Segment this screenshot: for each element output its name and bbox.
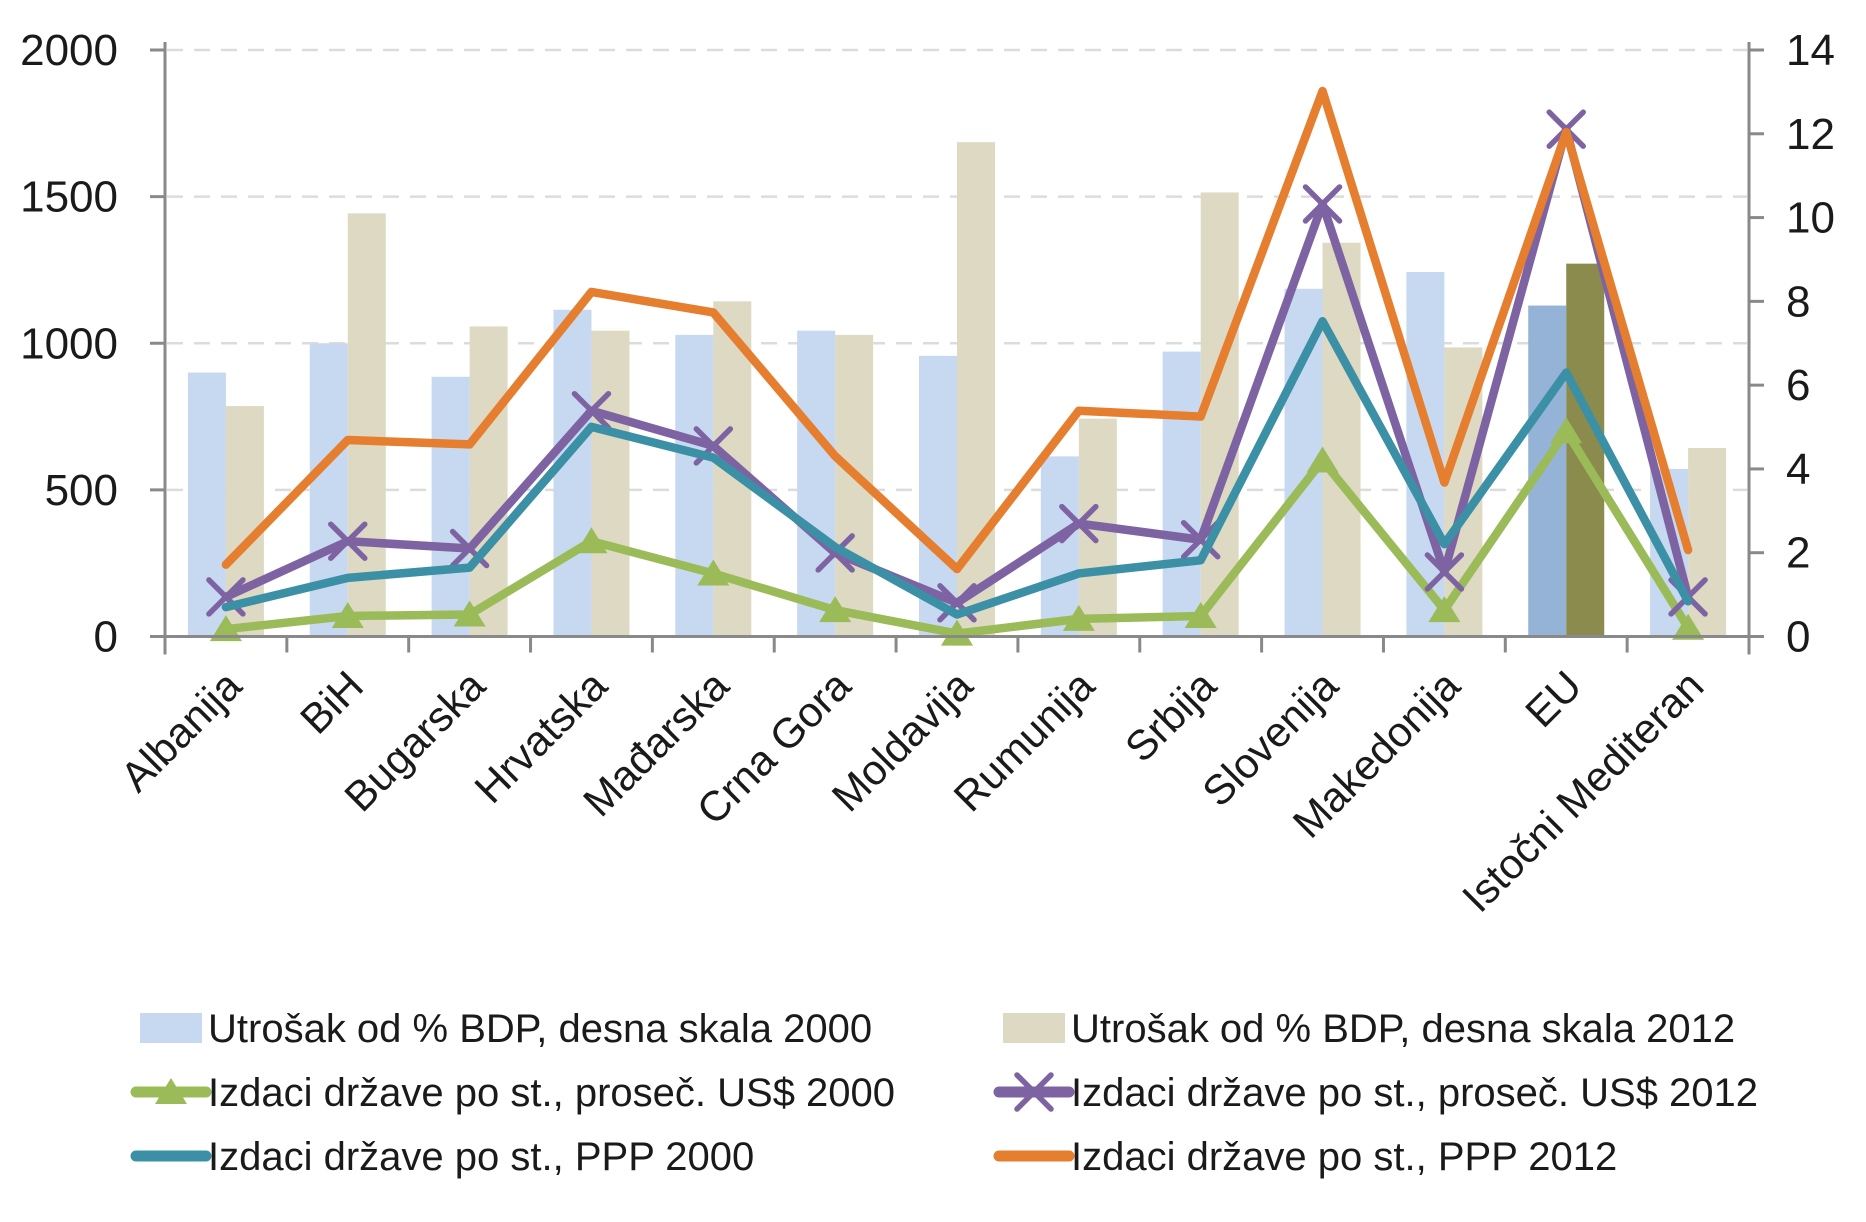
left-axis-tick-label: 1000 — [20, 319, 118, 368]
line-series — [221, 317, 1693, 619]
triangle-marker — [1550, 417, 1583, 444]
bar-2012 — [1200, 192, 1239, 637]
bar-2012 — [347, 213, 386, 637]
category-label: EU — [1516, 662, 1591, 737]
legend-swatch-bar — [140, 1013, 202, 1043]
triangle-marker — [819, 596, 852, 623]
bar-2000 — [187, 372, 226, 637]
left-axis-tick-label: 1500 — [20, 173, 118, 222]
x-marker — [1302, 184, 1343, 224]
x-marker — [1180, 519, 1221, 560]
x-marker — [1059, 503, 1099, 544]
category-label: Srbija — [1116, 661, 1226, 771]
legend-swatch-bar — [1003, 1013, 1065, 1043]
line-series — [221, 86, 1693, 574]
bar-2000 — [309, 343, 348, 637]
triangle-marker — [575, 527, 608, 554]
x-marker — [571, 390, 612, 431]
right-axis-tick-label: 14 — [1786, 26, 1835, 75]
left-axis-tick-label: 2000 — [20, 26, 118, 75]
right-axis-tick-label: 12 — [1786, 110, 1835, 159]
bar-2000 — [675, 334, 714, 637]
bar-2012 — [1688, 447, 1727, 637]
category-label: Albanija — [111, 661, 250, 800]
bar-2012 — [469, 326, 508, 637]
bar-2000 — [1528, 305, 1567, 637]
bar-2000 — [797, 330, 836, 637]
legend-label: Izdaci države po st., proseč. US$ 2000 — [208, 1071, 895, 1115]
right-axis-tick-label: 4 — [1786, 445, 1810, 494]
legend-label: Izdaci države po st., proseč. US$ 2012 — [1071, 1071, 1758, 1115]
triangle-marker — [1428, 596, 1461, 623]
triangle-marker — [453, 600, 486, 627]
triangle-marker — [155, 1078, 187, 1104]
triangle-marker — [331, 601, 364, 628]
triangle-marker — [1062, 604, 1095, 631]
x-marker — [328, 521, 368, 561]
left-axis-tick-label: 0 — [94, 613, 118, 662]
right-axis-tick-label: 6 — [1786, 361, 1810, 410]
triangle-marker — [941, 619, 973, 646]
triangle-marker — [209, 615, 242, 642]
category-label: BiH — [291, 662, 372, 743]
x-marker — [1424, 552, 1465, 592]
triangle-marker — [1672, 613, 1705, 640]
left-axis-tick-label: 500 — [45, 466, 118, 515]
triangle-marker — [1306, 446, 1339, 473]
bar-2000 — [553, 309, 592, 637]
legend-label: Utrošak od % BDP, desna skala 2000 — [208, 1007, 872, 1051]
bar-2012 — [1566, 263, 1605, 637]
bar-2000 — [1162, 351, 1201, 637]
legend-label: Izdaci države po st., PPP 2000 — [208, 1135, 754, 1179]
right-axis-tick-label: 8 — [1786, 277, 1810, 326]
legend-label: Utrošak od % BDP, desna skala 2012 — [1071, 1007, 1735, 1051]
right-axis-tick-label: 0 — [1786, 613, 1810, 662]
bar-2000 — [431, 376, 470, 637]
triangle-marker — [697, 559, 730, 586]
right-axis-tick-label: 2 — [1786, 529, 1810, 578]
legend-label: Izdaci države po st., PPP 2012 — [1071, 1135, 1617, 1179]
right-axis-tick-label: 10 — [1786, 194, 1835, 243]
x-marker — [1014, 1072, 1054, 1112]
triangle-marker — [1184, 601, 1217, 628]
bar-2012 — [591, 330, 630, 637]
